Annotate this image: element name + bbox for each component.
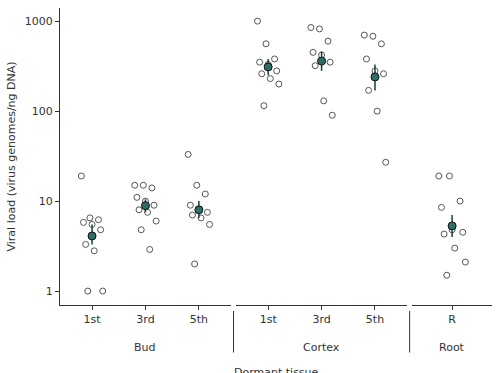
svg-text:100: 100	[32, 105, 53, 118]
svg-text:Cortex: Cortex	[303, 341, 340, 354]
svg-text:5th: 5th	[190, 313, 208, 326]
svg-text:Viral load (virus genomes/ng D: Viral load (virus genomes/ng DNA)	[5, 61, 18, 251]
svg-text:1st: 1st	[260, 313, 278, 326]
svg-text:Bud: Bud	[134, 341, 156, 354]
svg-text:3rd: 3rd	[312, 313, 330, 326]
svg-text:10: 10	[39, 195, 53, 208]
svg-text:3rd: 3rd	[136, 313, 154, 326]
svg-text:R: R	[448, 313, 456, 326]
svg-text:Root: Root	[439, 341, 465, 354]
svg-text:1: 1	[46, 285, 53, 298]
svg-text:Dormant tissue: Dormant tissue	[234, 366, 319, 373]
svg-text:1000: 1000	[25, 15, 53, 28]
svg-text:5th: 5th	[366, 313, 384, 326]
svg-text:1st: 1st	[84, 313, 102, 326]
